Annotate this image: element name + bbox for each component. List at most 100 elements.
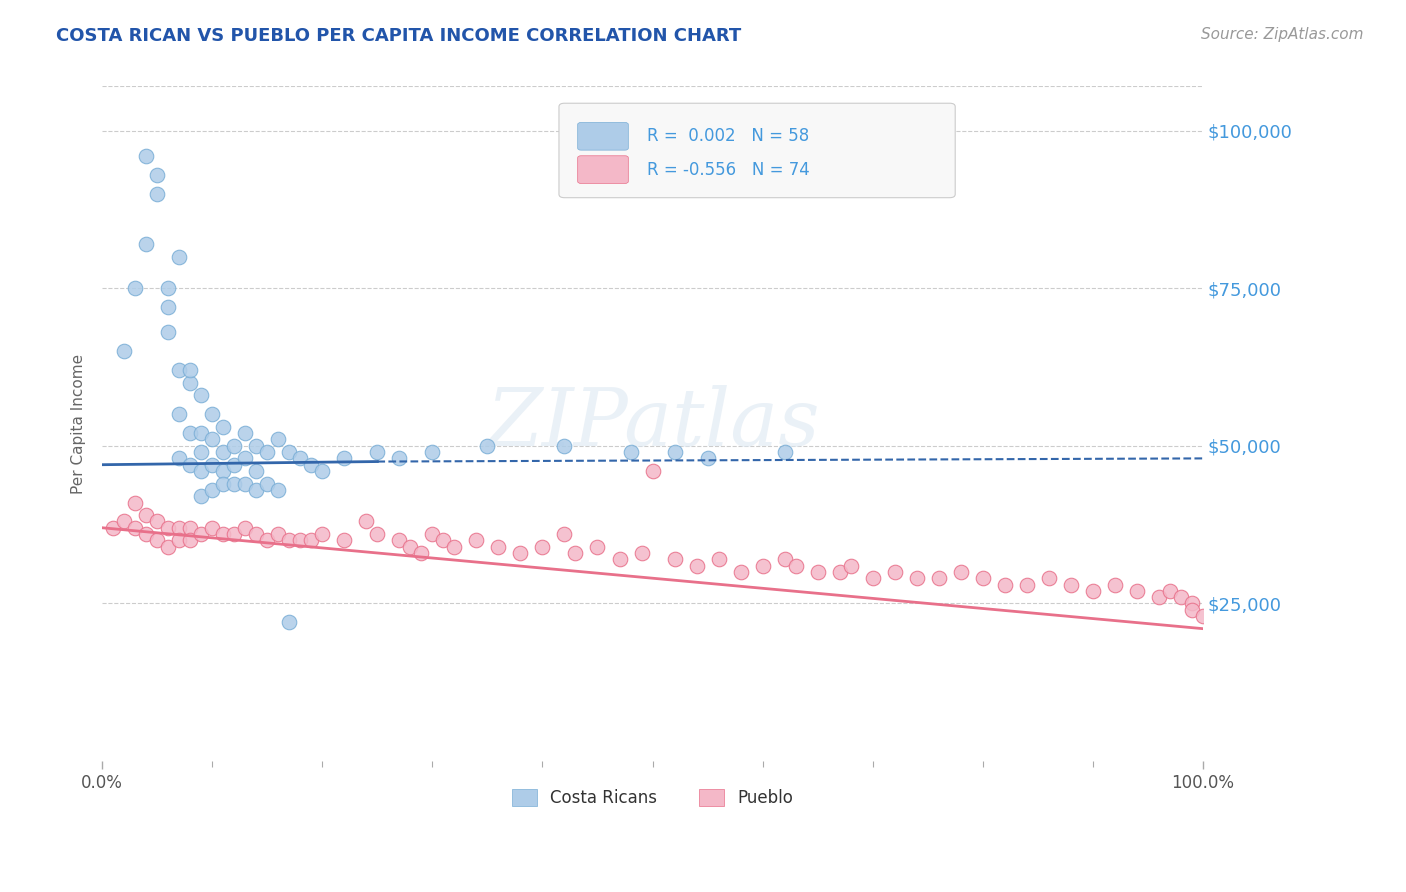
Y-axis label: Per Capita Income: Per Capita Income bbox=[72, 353, 86, 494]
Point bbox=[1181, 603, 1204, 617]
Point bbox=[366, 527, 388, 541]
Point bbox=[112, 515, 135, 529]
Legend: Costa Ricans, Pueblo: Costa Ricans, Pueblo bbox=[505, 782, 800, 814]
Point bbox=[839, 558, 862, 573]
Point bbox=[157, 326, 180, 340]
Point bbox=[333, 533, 356, 548]
Point bbox=[179, 533, 201, 548]
Point bbox=[751, 558, 773, 573]
Point bbox=[366, 445, 388, 459]
Point bbox=[531, 540, 554, 554]
Text: R =  0.002   N = 58: R = 0.002 N = 58 bbox=[647, 128, 810, 145]
Point bbox=[256, 533, 278, 548]
Text: Source: ZipAtlas.com: Source: ZipAtlas.com bbox=[1201, 27, 1364, 42]
Point bbox=[730, 565, 752, 579]
Point bbox=[1159, 583, 1181, 598]
Point bbox=[146, 533, 169, 548]
Point bbox=[388, 533, 411, 548]
Point bbox=[212, 445, 235, 459]
Point bbox=[124, 495, 146, 509]
FancyBboxPatch shape bbox=[560, 103, 955, 198]
Point bbox=[112, 344, 135, 359]
Point bbox=[190, 464, 212, 478]
FancyBboxPatch shape bbox=[578, 122, 628, 150]
Point bbox=[190, 489, 212, 503]
Point bbox=[167, 451, 190, 466]
Point bbox=[124, 521, 146, 535]
Point bbox=[443, 540, 465, 554]
Point bbox=[124, 281, 146, 295]
Point bbox=[190, 388, 212, 402]
Point bbox=[103, 521, 125, 535]
Point bbox=[609, 552, 631, 566]
Point bbox=[146, 186, 169, 201]
Point bbox=[167, 363, 190, 377]
Point bbox=[422, 527, 444, 541]
Point bbox=[157, 281, 180, 295]
Point bbox=[190, 426, 212, 441]
Point bbox=[167, 407, 190, 421]
Point bbox=[245, 483, 267, 497]
Point bbox=[773, 552, 796, 566]
Point bbox=[201, 458, 224, 472]
Point bbox=[233, 451, 256, 466]
Point bbox=[278, 533, 301, 548]
Point bbox=[201, 407, 224, 421]
Point bbox=[1147, 590, 1170, 604]
Point bbox=[135, 149, 157, 163]
Point bbox=[135, 527, 157, 541]
Point bbox=[696, 451, 718, 466]
Point bbox=[553, 527, 575, 541]
Point bbox=[179, 426, 201, 441]
Point bbox=[179, 458, 201, 472]
Point bbox=[883, 565, 905, 579]
Point bbox=[994, 577, 1017, 591]
Point bbox=[1181, 596, 1204, 610]
Text: COSTA RICAN VS PUEBLO PER CAPITA INCOME CORRELATION CHART: COSTA RICAN VS PUEBLO PER CAPITA INCOME … bbox=[56, 27, 741, 45]
Point bbox=[630, 546, 652, 560]
Point bbox=[179, 363, 201, 377]
Point bbox=[224, 458, 246, 472]
Point bbox=[707, 552, 730, 566]
Point bbox=[157, 540, 180, 554]
Point bbox=[267, 433, 290, 447]
Point bbox=[157, 521, 180, 535]
Point bbox=[1038, 571, 1060, 585]
Point bbox=[167, 533, 190, 548]
Point bbox=[299, 533, 322, 548]
Point bbox=[949, 565, 972, 579]
Point bbox=[333, 451, 356, 466]
Point bbox=[641, 464, 664, 478]
Point bbox=[167, 521, 190, 535]
Point bbox=[488, 540, 510, 554]
Point bbox=[146, 515, 169, 529]
Point bbox=[256, 445, 278, 459]
Point bbox=[212, 527, 235, 541]
Point bbox=[190, 445, 212, 459]
Point bbox=[157, 300, 180, 314]
Point bbox=[828, 565, 851, 579]
Point bbox=[509, 546, 531, 560]
Point bbox=[1126, 583, 1149, 598]
Point bbox=[278, 445, 301, 459]
Point bbox=[167, 250, 190, 264]
Point bbox=[146, 168, 169, 182]
Point bbox=[212, 464, 235, 478]
Point bbox=[224, 476, 246, 491]
Point bbox=[135, 237, 157, 252]
Point bbox=[212, 476, 235, 491]
Point bbox=[399, 540, 422, 554]
Point bbox=[1015, 577, 1038, 591]
Point bbox=[256, 476, 278, 491]
Point bbox=[685, 558, 707, 573]
Point bbox=[267, 483, 290, 497]
Point bbox=[135, 508, 157, 523]
Point bbox=[233, 426, 256, 441]
Point bbox=[773, 445, 796, 459]
FancyBboxPatch shape bbox=[578, 156, 628, 184]
Point bbox=[477, 439, 499, 453]
Point bbox=[1104, 577, 1126, 591]
Point bbox=[201, 483, 224, 497]
Point bbox=[224, 527, 246, 541]
Point bbox=[388, 451, 411, 466]
